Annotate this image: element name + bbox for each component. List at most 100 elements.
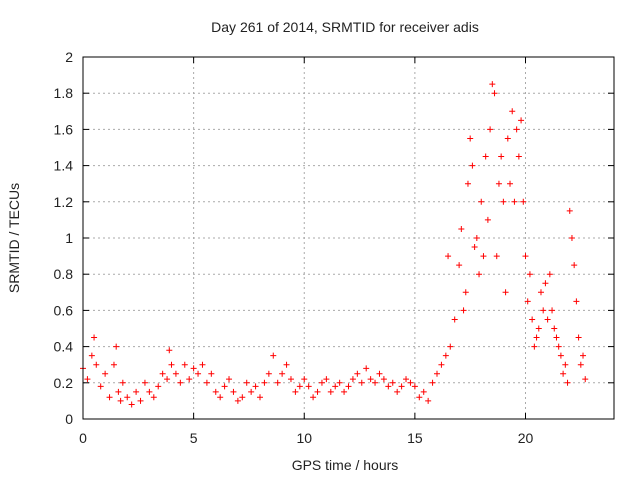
data-point	[195, 370, 202, 377]
data-point	[181, 361, 188, 368]
data-point	[473, 235, 480, 241]
data-point	[489, 81, 496, 88]
data-point	[531, 343, 538, 350]
data-point	[566, 207, 573, 214]
y-tick-label: 0.8	[54, 266, 74, 282]
data-point	[507, 180, 514, 187]
data-point	[314, 388, 321, 395]
data-point	[560, 370, 567, 377]
data-point	[524, 298, 531, 305]
data-point	[407, 379, 414, 386]
data-point	[562, 361, 569, 368]
data-point	[115, 388, 122, 395]
data-point	[447, 343, 454, 350]
data-point	[199, 361, 206, 368]
data-point	[571, 262, 578, 269]
data-point	[363, 365, 370, 372]
data-point	[462, 289, 469, 296]
data-point	[327, 388, 334, 395]
data-point	[93, 361, 100, 368]
data-point	[411, 383, 418, 390]
data-point	[106, 394, 113, 401]
data-points	[80, 81, 589, 408]
data-point	[164, 376, 171, 383]
data-point	[133, 388, 140, 395]
data-point	[478, 198, 485, 205]
data-point	[398, 383, 405, 390]
data-point	[537, 289, 544, 296]
data-point	[442, 352, 449, 359]
y-tick-label: 2	[65, 49, 73, 65]
data-point	[234, 397, 241, 404]
data-point	[305, 383, 312, 390]
data-point	[248, 388, 255, 395]
data-point	[460, 307, 467, 314]
data-point	[301, 376, 308, 383]
data-point	[113, 343, 120, 350]
data-point	[582, 376, 589, 383]
data-point	[97, 383, 104, 390]
data-point	[166, 347, 173, 354]
y-axis-label: SRMTID / TECUs	[6, 183, 22, 293]
data-point	[491, 90, 498, 97]
data-point	[511, 198, 518, 205]
data-point	[91, 334, 98, 341]
data-point	[354, 370, 361, 377]
data-point	[500, 198, 507, 205]
data-point	[509, 108, 516, 115]
data-point	[252, 383, 259, 390]
data-point	[518, 117, 525, 124]
data-point	[230, 388, 237, 395]
data-point	[515, 153, 522, 160]
data-point	[557, 352, 564, 359]
data-point	[217, 394, 224, 401]
data-point	[341, 388, 348, 395]
data-point	[257, 394, 263, 401]
data-point	[513, 126, 520, 133]
x-axis-label: GPS time / hours	[292, 457, 399, 473]
data-point	[529, 316, 536, 323]
data-point	[270, 352, 277, 359]
y-tick-label: 0.4	[54, 339, 74, 355]
y-tick-label: 1.2	[54, 194, 74, 210]
data-point	[484, 216, 491, 223]
data-point	[279, 370, 286, 377]
data-point	[372, 379, 379, 386]
data-point	[389, 379, 396, 386]
data-point	[177, 379, 184, 386]
y-tick-label: 1.8	[54, 85, 74, 101]
data-point	[155, 383, 162, 390]
data-point	[380, 376, 387, 383]
data-point	[504, 135, 511, 142]
x-tick-label: 10	[296, 430, 312, 446]
data-point	[493, 253, 500, 260]
data-point	[580, 352, 587, 359]
data-point	[212, 388, 219, 395]
data-point	[533, 334, 540, 341]
data-point	[332, 383, 339, 390]
data-point	[542, 280, 549, 287]
data-point	[482, 153, 489, 160]
data-point	[469, 162, 476, 169]
data-point	[310, 394, 317, 401]
data-point	[208, 370, 215, 377]
data-point	[117, 397, 124, 404]
data-point	[394, 388, 401, 395]
data-point	[274, 379, 281, 386]
data-point	[456, 262, 463, 269]
data-point	[110, 361, 117, 368]
data-point	[445, 253, 452, 260]
data-point	[551, 325, 558, 332]
data-point	[265, 370, 272, 377]
data-point	[102, 370, 109, 377]
y-tick-label: 0.2	[54, 375, 74, 391]
data-point	[420, 388, 427, 395]
data-point	[190, 365, 197, 372]
data-point	[323, 376, 330, 383]
data-point	[141, 379, 148, 386]
data-point	[168, 361, 175, 368]
data-point	[546, 271, 553, 278]
data-point	[526, 271, 533, 278]
data-point	[128, 401, 135, 408]
data-point	[159, 370, 166, 377]
